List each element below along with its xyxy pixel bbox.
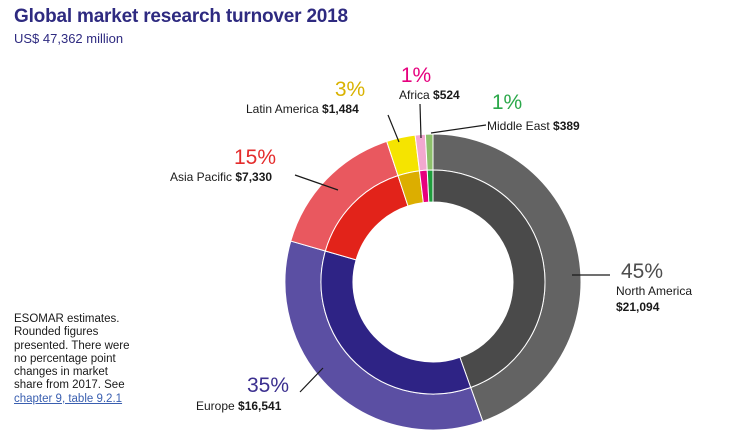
percent-label-latin-america: 3% xyxy=(335,78,365,101)
region-label-middle-east: Middle East $389 xyxy=(487,119,580,133)
region-label-latin-america: Latin America $1,484 xyxy=(246,102,359,116)
region-label-europe: Europe $16,541 xyxy=(196,399,282,413)
region-name-africa: Africa xyxy=(399,88,433,102)
region-name-asia-pacific: Asia Pacific xyxy=(170,170,235,184)
region-value-africa: $524 xyxy=(433,88,460,102)
leader-line-asia-pacific xyxy=(294,174,339,191)
region-name-europe: Europe xyxy=(196,399,238,413)
region-name-latin-america: Latin America xyxy=(246,102,322,116)
leader-lines xyxy=(294,103,610,393)
region-name-north-america: North America xyxy=(616,284,692,298)
chapter-link[interactable]: chapter 9, table 9.2.1 xyxy=(14,392,123,405)
region-label-asia-pacific: Asia Pacific $7,330 xyxy=(170,170,272,184)
region-value-north-america: $21,094 xyxy=(616,300,660,314)
region-value-asia-pacific: $7,330 xyxy=(235,170,272,184)
leader-line-africa xyxy=(419,103,422,139)
percent-label-asia-pacific: 15% xyxy=(234,146,276,169)
percent-label-north-america: 45% xyxy=(621,260,663,283)
donut-rings xyxy=(284,133,582,431)
leader-line-middle-east xyxy=(430,124,487,134)
region-value-middle-east: $389 xyxy=(553,119,580,133)
slice-inner-middle-east xyxy=(426,169,434,203)
percent-label-middle-east: 1% xyxy=(492,91,522,114)
leader-line-europe xyxy=(299,367,324,393)
region-label-africa: Africa $524 xyxy=(399,88,460,102)
region-value-latin-america: $1,484 xyxy=(322,102,359,116)
chart-title: Global market research turnover 2018 xyxy=(14,6,348,27)
percent-label-europe: 35% xyxy=(247,374,289,397)
slice-inner-north-america xyxy=(432,169,546,389)
region-value-europe: $16,541 xyxy=(238,399,282,413)
percent-label-africa: 1% xyxy=(401,64,431,87)
slice-labels: 45%North America $21,094 35% Europe $16,541… xyxy=(170,64,692,413)
footnote: ESOMAR estimates. Rounded figures presen… xyxy=(14,313,132,406)
slice-outer-middle-east xyxy=(424,133,434,171)
slice-outer-europe xyxy=(284,240,484,431)
leader-line-latin-america xyxy=(387,114,400,143)
footnote-text: ESOMAR estimates. Rounded figures presen… xyxy=(14,313,130,392)
region-name-middle-east: Middle East xyxy=(487,119,553,133)
chart-subtitle: US$ 47,362 million xyxy=(14,31,124,46)
